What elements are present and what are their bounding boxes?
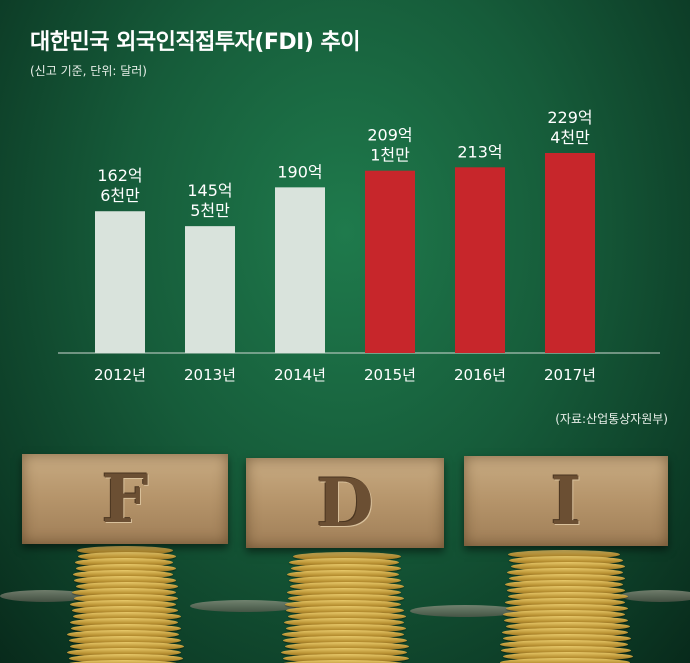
x-tick-label: 2015년 xyxy=(364,366,416,384)
data-label: 213억 xyxy=(457,142,502,161)
x-tick-label: 2014년 xyxy=(274,366,326,384)
gold-coin xyxy=(507,568,623,577)
block-letter: F xyxy=(101,460,149,538)
gold-coin xyxy=(286,606,404,615)
bar-3 xyxy=(365,170,415,353)
gold-coin xyxy=(288,576,402,585)
gold-coin xyxy=(290,582,404,591)
gold-coin xyxy=(503,634,631,643)
block-letter: I xyxy=(550,462,582,540)
gold-coin xyxy=(508,592,628,601)
data-label: 145억 xyxy=(187,181,232,200)
wooden-block-f: F xyxy=(22,454,228,544)
fdi-blocks-photo: F D I xyxy=(0,440,690,663)
background-coin xyxy=(0,590,90,602)
x-tick-label: 2013년 xyxy=(184,366,236,384)
gold-coin xyxy=(75,582,179,591)
gold-coin xyxy=(501,628,628,637)
gold-coin xyxy=(503,652,633,661)
gold-coin xyxy=(69,618,179,627)
background-coin xyxy=(190,600,300,612)
gold-coin xyxy=(74,558,174,567)
gold-coin xyxy=(287,612,407,621)
data-label: 6천만 xyxy=(100,186,140,205)
gold-coin xyxy=(73,612,181,621)
gold-coin xyxy=(72,588,176,597)
wooden-block-d: D xyxy=(246,458,444,548)
gold-coin xyxy=(283,654,409,663)
gold-coin xyxy=(289,558,399,567)
gold-coin xyxy=(71,606,179,615)
data-label: 190억 xyxy=(277,162,322,181)
background-coin xyxy=(410,605,520,617)
gold-coin xyxy=(284,600,402,609)
gold-coin xyxy=(508,550,620,559)
data-label: 1천만 xyxy=(370,146,410,165)
source-note: (자료:산업통상자원부) xyxy=(555,412,668,426)
gold-coin xyxy=(67,630,179,639)
gold-coin xyxy=(290,564,402,573)
bar-2 xyxy=(275,187,325,353)
bar-0 xyxy=(95,211,145,353)
gold-coin xyxy=(284,642,410,651)
gold-coin xyxy=(69,654,183,663)
gold-coin xyxy=(73,594,179,603)
bar-5 xyxy=(545,153,595,353)
data-label: 5천만 xyxy=(190,201,230,220)
gold-coin xyxy=(287,570,399,579)
gold-coin xyxy=(67,648,181,657)
gold-coin xyxy=(506,586,626,595)
gold-coin xyxy=(286,588,402,597)
data-label: 229억 xyxy=(547,108,592,127)
gold-coin xyxy=(285,624,407,633)
gold-coin xyxy=(288,594,404,603)
gold-coin xyxy=(506,604,628,613)
block-letter: D xyxy=(316,464,374,542)
gold-coin xyxy=(293,552,401,561)
gold-coin xyxy=(505,622,631,631)
gold-coin xyxy=(281,630,404,639)
gold-coin xyxy=(66,660,180,663)
gold-coin xyxy=(509,556,623,565)
gold-coin xyxy=(505,580,623,589)
gold-coin xyxy=(499,640,629,649)
gold-coin xyxy=(501,646,631,655)
gold-coin xyxy=(72,570,174,579)
gold-coin xyxy=(78,552,176,561)
chart-title: 대한민국 외국인직접투자(FDI) 추이 xyxy=(30,30,361,55)
gold-coin xyxy=(283,636,407,645)
gold-coin xyxy=(76,564,176,573)
x-tick-label: 2017년 xyxy=(544,366,596,384)
bar-1 xyxy=(185,226,235,353)
gold-coin xyxy=(70,600,176,609)
gold-coin xyxy=(510,562,626,571)
gold-coin xyxy=(68,636,182,645)
gold-coin xyxy=(504,616,628,625)
gold-coin xyxy=(508,574,626,583)
gold-coin xyxy=(70,624,181,633)
gold-coin xyxy=(281,648,407,657)
x-tick-label: 2016년 xyxy=(454,366,506,384)
wooden-block-i: I xyxy=(464,456,668,546)
gold-coin xyxy=(500,658,630,663)
chart-subtitle: (신고 기준, 단위: 달러) xyxy=(30,64,147,78)
bar-4 xyxy=(455,167,505,353)
gold-coin xyxy=(502,610,626,619)
gold-coin xyxy=(77,546,173,555)
gold-coin xyxy=(504,598,626,607)
data-label: 4천만 xyxy=(550,128,590,147)
x-tick-label: 2012년 xyxy=(94,366,146,384)
gold-coin xyxy=(280,660,406,663)
data-label: 162억 xyxy=(97,166,142,185)
gold-coin xyxy=(74,576,176,585)
gold-coin xyxy=(70,642,184,651)
data-label: 209억 xyxy=(367,126,412,145)
background-coin xyxy=(620,590,690,602)
gold-coin xyxy=(284,618,404,627)
